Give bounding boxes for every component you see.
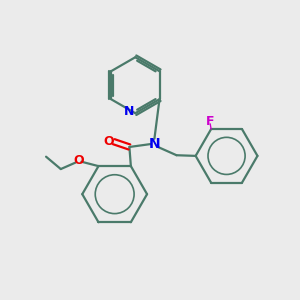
Text: O: O	[73, 154, 84, 167]
Text: O: O	[103, 135, 114, 148]
Text: F: F	[206, 115, 214, 128]
Text: N: N	[124, 105, 134, 118]
Text: N: N	[148, 137, 160, 151]
